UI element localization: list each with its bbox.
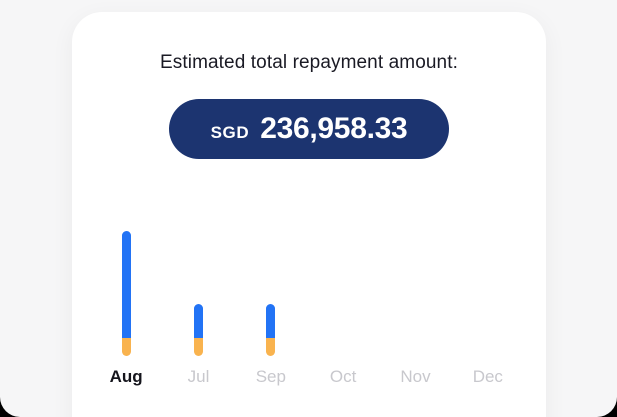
repayment-bar-chart: Aug Jul [90, 231, 524, 387]
chart-column-dec[interactable]: Dec [452, 231, 524, 387]
chart-columns: Aug Jul [90, 231, 524, 387]
bar-sep [266, 304, 276, 356]
month-label-jul[interactable]: Jul [187, 367, 210, 386]
bar-orange-segment [266, 338, 276, 356]
month-label-dec[interactable]: Dec [472, 367, 503, 386]
chart-column-jul[interactable]: Jul [162, 231, 234, 387]
month-label-nov[interactable]: Nov [400, 367, 431, 386]
chart-column-aug[interactable]: Aug [90, 231, 162, 387]
bar-blue-segment [193, 304, 203, 338]
repayment-card: Estimated total repayment amount: SGD 23… [72, 12, 546, 417]
bar-zone [193, 231, 203, 356]
bar-orange-segment [121, 338, 131, 356]
bar-aug [121, 231, 131, 356]
month-label-aug[interactable]: Aug [109, 367, 143, 386]
card-title: Estimated total repayment amount: [160, 52, 458, 73]
bar-blue-segment [266, 304, 276, 338]
chart-column-oct[interactable]: Oct [307, 231, 379, 387]
bar-zone [121, 231, 131, 356]
bar-zone [266, 231, 276, 356]
chart-column-sep[interactable]: Sep [235, 231, 307, 387]
currency-label: SGD [210, 123, 250, 142]
bar-jul [193, 304, 203, 356]
chart-column-nov[interactable]: Nov [379, 231, 451, 387]
repayment-amount-pill: SGD 236,958.33 [169, 99, 449, 159]
month-label-oct[interactable]: Oct [329, 367, 357, 386]
repayment-amount-value: 236,958.33 [260, 112, 408, 145]
month-label-sep[interactable]: Sep [255, 367, 286, 386]
bar-blue-segment [121, 231, 131, 338]
bar-orange-segment [193, 338, 203, 356]
